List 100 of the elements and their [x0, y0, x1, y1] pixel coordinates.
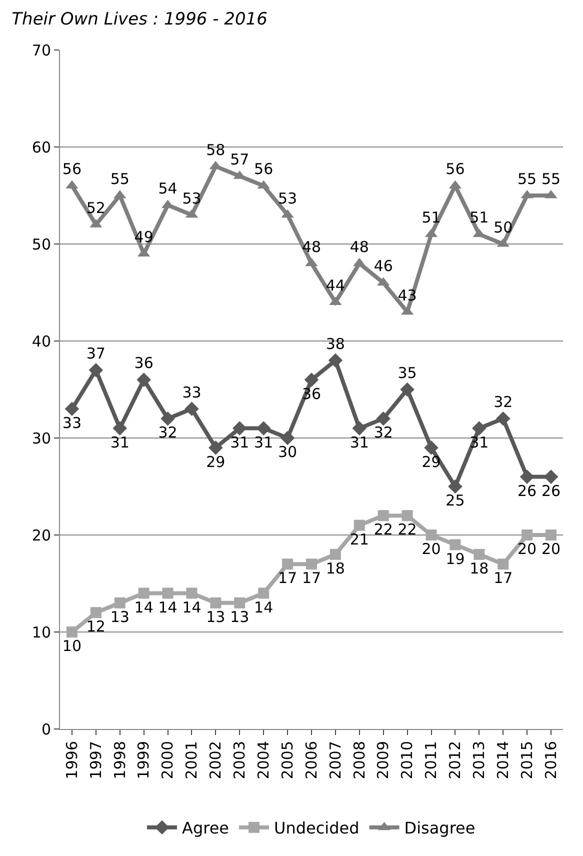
data-label: 14: [182, 598, 202, 616]
data-label: 22: [398, 520, 417, 539]
point: [448, 479, 462, 494]
y-tick-label: 0: [41, 720, 51, 738]
data-label: 35: [398, 364, 417, 382]
point: [184, 402, 199, 416]
y-tick-label: 60: [32, 138, 51, 156]
x-tick-label: 2005: [278, 741, 296, 780]
data-label: 31: [110, 433, 130, 452]
point: [520, 470, 534, 484]
point: [496, 411, 510, 426]
data-label: 55: [518, 170, 537, 188]
point: [474, 548, 485, 560]
data-label: 29: [206, 452, 226, 471]
data-label: 14: [134, 598, 154, 616]
data-label: 56: [446, 160, 465, 178]
data-label: 33: [182, 383, 202, 402]
x-tick-label: 1997: [86, 741, 105, 780]
data-label: 43: [398, 286, 417, 304]
data-label: 14: [158, 598, 178, 616]
data-label: 49: [134, 228, 154, 246]
x-tick-label: 1999: [134, 741, 153, 780]
chart-title: Their Own Lives : 1996 - 2016: [12, 10, 268, 30]
point: [186, 588, 198, 599]
data-label: 18: [470, 560, 489, 578]
data-label: 57: [230, 150, 250, 168]
point: [472, 421, 486, 436]
point: [304, 372, 319, 387]
data-label: 26: [541, 482, 561, 500]
x-tick-label: 2002: [206, 741, 225, 780]
data-label: 13: [206, 608, 226, 626]
point: [498, 558, 509, 570]
point: [136, 372, 151, 387]
point: [208, 440, 223, 455]
data-label: 17: [302, 569, 322, 588]
data-label: 56: [254, 160, 274, 178]
point: [328, 353, 343, 368]
data-label: 38: [326, 334, 345, 353]
data-label: 31: [230, 433, 250, 452]
data-label: 44: [326, 276, 345, 295]
point: [424, 440, 438, 455]
data-label: 26: [518, 482, 537, 500]
y-tick-label: 70: [32, 41, 51, 60]
data-label: 21: [350, 530, 369, 548]
x-tick-label: 2004: [254, 741, 272, 780]
data-label: 50: [494, 218, 513, 236]
data-label: 10: [62, 637, 82, 656]
x-tick-label: 2008: [350, 741, 368, 780]
x-tick-label: 2000: [158, 741, 177, 780]
data-label: 58: [206, 140, 226, 159]
point: [378, 510, 389, 522]
data-label: 36: [134, 354, 154, 372]
x-tick-label: 2007: [326, 741, 344, 780]
data-label: 48: [302, 238, 322, 256]
x-tick-label: 2010: [398, 741, 416, 780]
y-tick-label: 50: [32, 235, 51, 254]
point: [256, 421, 271, 436]
data-label: 56: [62, 160, 82, 178]
data-label: 29: [422, 452, 441, 471]
point: [88, 362, 104, 378]
x-tick-label: 2009: [374, 741, 392, 780]
point: [546, 530, 557, 540]
data-label: 19: [446, 550, 465, 568]
data-label: 55: [541, 170, 561, 188]
data-label: 33: [62, 414, 82, 432]
data-label: 20: [518, 540, 537, 558]
point: [64, 402, 80, 416]
point: [280, 430, 295, 446]
point: [66, 626, 78, 638]
legend-label: Undecided: [274, 818, 360, 838]
data-label: 17: [278, 569, 298, 588]
data-label: 48: [350, 238, 369, 256]
data-label: 18: [326, 560, 345, 578]
data-label: 51: [470, 208, 489, 227]
data-label: 20: [541, 540, 561, 558]
point: [162, 588, 174, 599]
y-tick-label: 20: [32, 526, 51, 544]
data-label: 46: [374, 257, 393, 276]
x-tick-label: 2001: [182, 741, 201, 780]
y-tick-label: 30: [32, 429, 51, 448]
data-label: 12: [86, 618, 106, 636]
data-label: 32: [494, 392, 513, 411]
point: [210, 597, 222, 608]
point: [544, 470, 558, 484]
data-label: 14: [254, 598, 274, 616]
data-label: 53: [278, 189, 298, 208]
x-tick-label: 2003: [230, 741, 249, 780]
y-tick-label: 40: [32, 332, 51, 350]
point: [90, 607, 102, 618]
point: [232, 421, 247, 436]
x-tick-label: 1998: [110, 741, 129, 780]
x-tick-label: 2006: [302, 741, 320, 780]
point: [112, 421, 128, 436]
data-label: 13: [110, 608, 130, 626]
legend-label: Disagree: [404, 818, 476, 838]
point: [258, 588, 270, 599]
y-tick-label: 10: [32, 623, 51, 642]
point: [160, 411, 175, 426]
data-label: 25: [446, 492, 465, 510]
data-label: 32: [374, 424, 393, 442]
